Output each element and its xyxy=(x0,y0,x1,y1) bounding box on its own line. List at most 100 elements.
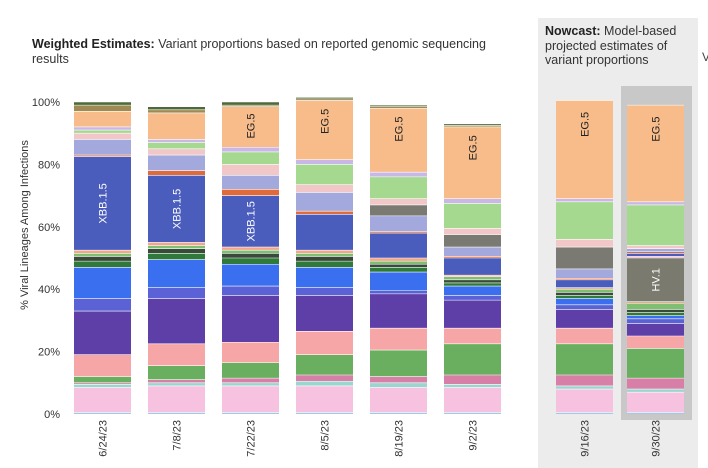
bar-segment xyxy=(148,242,205,246)
bar-segment xyxy=(222,412,279,414)
bar-label: EG.5 xyxy=(246,113,258,138)
bar-segment xyxy=(74,250,131,254)
bar-segment xyxy=(556,279,613,288)
bar-segment xyxy=(74,298,131,312)
bar-segment xyxy=(444,256,501,258)
bar-segment xyxy=(627,251,684,254)
bar-segment xyxy=(74,387,131,413)
bar-segment xyxy=(222,164,279,176)
bar-segment xyxy=(148,142,205,149)
weighted-estimates-description: Variant proportions based on reported ge… xyxy=(32,37,486,66)
bar-segment xyxy=(444,328,501,344)
bar-segment xyxy=(370,293,427,329)
weighted-estimates-title: Weighted Estimates: xyxy=(32,37,155,51)
bar-segment xyxy=(370,172,427,177)
bar-segment xyxy=(556,328,613,344)
bar-segment xyxy=(444,387,501,413)
bar-segment xyxy=(627,315,684,319)
bar-segment xyxy=(148,175,205,243)
bar-segment xyxy=(444,300,501,329)
bar-segment xyxy=(627,392,684,413)
y-tick-label: 80% xyxy=(38,159,60,171)
bar-segment xyxy=(74,412,131,414)
bar-segment xyxy=(222,195,279,248)
bar-segment xyxy=(148,148,205,156)
bar-segment xyxy=(444,234,501,248)
bar-segment xyxy=(370,376,427,383)
bar-segment xyxy=(222,258,279,265)
bar-segment xyxy=(627,303,684,310)
x-axis: 6/24/23 7/8/23 7/22/23 8/5/23 8/19/23 9/2/23 9… xyxy=(98,420,663,457)
bar-segment xyxy=(444,279,501,283)
bar-segment xyxy=(444,123,501,126)
bar-segment xyxy=(370,258,427,262)
bar-segment xyxy=(222,147,279,152)
bar-segment xyxy=(444,295,501,301)
bar-segment xyxy=(222,385,279,413)
bar-segment xyxy=(444,275,501,277)
bar-segment xyxy=(148,106,205,110)
clipped-edge-text: V xyxy=(702,50,708,64)
bar-segment xyxy=(296,354,353,375)
bar-segment xyxy=(556,198,613,202)
bar-segment xyxy=(74,102,131,106)
bar-segment xyxy=(148,155,205,171)
bar-segment xyxy=(444,276,501,280)
y-tick-label: 0% xyxy=(44,409,60,421)
bar-segment xyxy=(556,239,613,248)
bar-segment xyxy=(627,318,684,324)
bar-segment xyxy=(444,198,501,204)
bar-segment xyxy=(370,350,427,377)
bar-segment xyxy=(627,323,684,336)
bar-segment xyxy=(627,378,684,390)
bar-segment xyxy=(444,384,501,388)
y-tick-label: 40% xyxy=(38,284,60,296)
bar-segment xyxy=(74,139,131,156)
bar-segment xyxy=(444,228,501,235)
bar-segment xyxy=(370,176,427,199)
bar-segment xyxy=(74,354,131,377)
bar-segment xyxy=(222,378,279,383)
bar-segment xyxy=(627,309,684,313)
bar-segment xyxy=(296,412,353,414)
bar-segment xyxy=(148,379,205,383)
nowcast-header: Nowcast: Model-based projected estimates… xyxy=(545,24,695,68)
bar-labels: XBB.1.5 XBB.1.5 XBB.1.5 EG.5 EG.5 EG.5 EG.5 EG.… xyxy=(98,109,663,292)
bar-segment xyxy=(222,105,279,107)
bar-segment xyxy=(148,385,205,413)
bar-segment xyxy=(627,201,684,205)
bar-segment xyxy=(556,309,613,329)
bar-label: EG.5 xyxy=(394,117,406,142)
bar-segment xyxy=(74,130,131,134)
bar-segment xyxy=(222,151,279,165)
bar-segment xyxy=(222,250,279,254)
bar-segment xyxy=(148,248,205,254)
bar-segment xyxy=(296,261,353,268)
bar-segment xyxy=(296,97,353,99)
bar-segment xyxy=(74,384,131,388)
bar-segment xyxy=(148,382,205,386)
bar-segment xyxy=(556,287,613,290)
bar-segment xyxy=(627,105,684,202)
bar-segment xyxy=(222,247,279,251)
bar-segment xyxy=(444,258,501,276)
bar-label: XBB.1.5 xyxy=(172,189,184,229)
x-tick-label: 7/8/23 xyxy=(172,420,184,451)
bar-segment xyxy=(370,382,427,388)
bar-segment xyxy=(222,253,279,258)
bar-segment xyxy=(627,336,684,349)
bar-segment xyxy=(296,98,353,101)
bar-segment xyxy=(296,256,353,262)
bar-segment xyxy=(556,278,613,280)
bar-segment xyxy=(556,201,613,240)
bar-segment xyxy=(296,100,353,160)
bar-segment xyxy=(296,295,353,332)
bar-segment xyxy=(444,412,501,414)
bar-segment xyxy=(627,312,684,316)
bar-segment xyxy=(556,389,613,413)
bar-segment xyxy=(296,385,353,413)
bar-segment xyxy=(296,250,353,254)
bar-segment xyxy=(370,198,427,205)
bar-segment xyxy=(556,268,613,279)
x-tick-label: 8/19/23 xyxy=(394,420,406,457)
